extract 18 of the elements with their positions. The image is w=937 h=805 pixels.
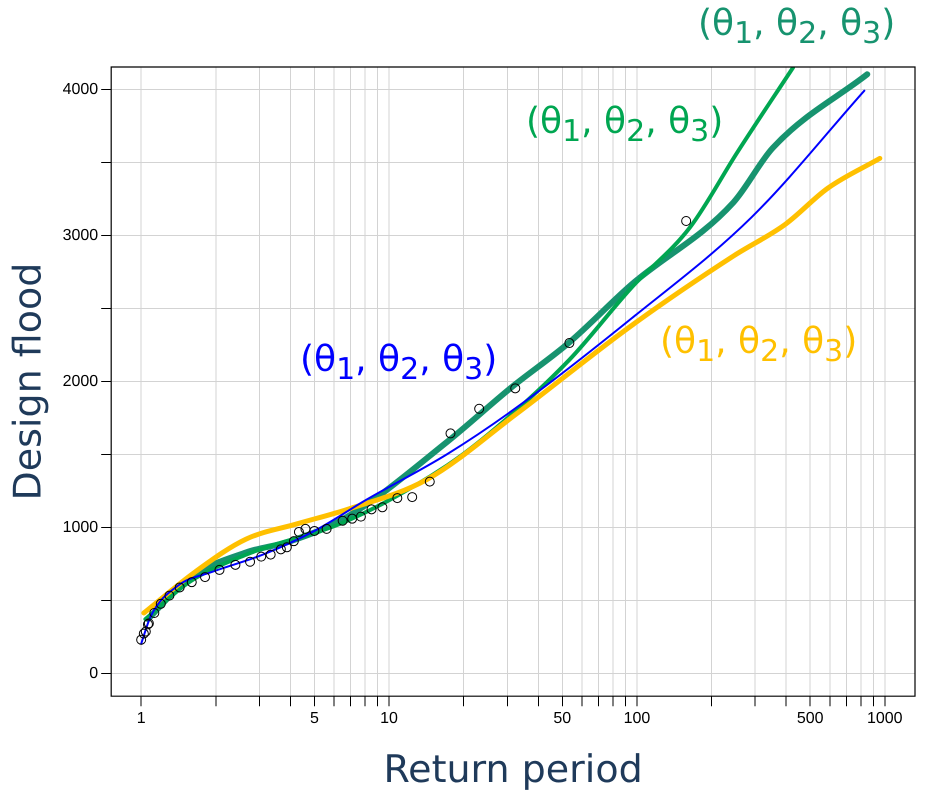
x-axis-title: Return period: [383, 747, 643, 792]
x-tick-label: 10: [380, 710, 398, 728]
y-tick-label: 3000: [62, 227, 98, 244]
y-tick-label: 2000: [62, 373, 98, 390]
y-axis-title: Design flood: [6, 262, 50, 501]
y-tick-label: 0: [89, 664, 98, 682]
x-tick-label: 500: [796, 710, 824, 728]
series-label: (θ$_{1}$, θ$_{2}$, θ$_{3}$): [698, 2, 896, 54]
x-tick-label: 100: [624, 710, 650, 728]
y-tick-label: 1000: [62, 518, 98, 536]
series-label: (θ$_{1}$, θ$_{2}$, θ$_{3}$): [660, 320, 858, 372]
x-tick-label: 5: [310, 710, 319, 728]
series-label: (θ$_{1}$, θ$_{2}$, θ$_{3}$): [300, 338, 498, 390]
series-label: (θ$_{1}$, θ$_{2}$, θ$_{3}$): [526, 100, 724, 152]
y-tick-label: 4000: [62, 81, 98, 98]
x-tick-label: 1000: [866, 710, 903, 728]
x-tick-label: 50: [553, 710, 572, 728]
x-tick-label: 1: [136, 710, 146, 728]
